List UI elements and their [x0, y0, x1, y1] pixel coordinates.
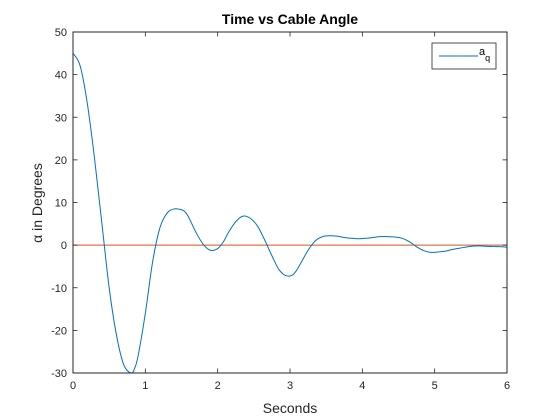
y-tick-label: 20 — [55, 155, 67, 167]
x-tick-label: 0 — [70, 380, 76, 392]
x-tick-label: 6 — [504, 380, 510, 392]
y-axis-label-text: in Degrees — [29, 163, 45, 235]
x-tick-label: 2 — [215, 380, 221, 392]
plot-area: 0 1 2 3 4 5 6 -30 -20 -10 0 10 20 30 40 50 — [51, 27, 510, 392]
x-tick-label: 4 — [359, 380, 365, 392]
legend-label-subscript: q — [485, 53, 490, 63]
x-tick-label: 1 — [142, 380, 148, 392]
y-tick-label: 50 — [55, 27, 67, 39]
y-axis-label-symbol: α — [29, 235, 45, 243]
y-tick-label: -10 — [51, 283, 67, 295]
chart-title: Time vs Cable Angle — [222, 11, 358, 27]
y-tick-label: -30 — [51, 368, 67, 380]
x-tick-label: 5 — [432, 380, 438, 392]
x-tick-label: 3 — [287, 380, 293, 392]
legend-label: aq — [479, 46, 490, 63]
series-layer — [72, 53, 508, 374]
legend[interactable]: aq — [431, 42, 497, 70]
legend-label-main: a — [479, 46, 486, 58]
y-tick-label: 30 — [55, 112, 67, 124]
x-axis-label: Seconds — [263, 400, 317, 416]
y-tick-label: -20 — [51, 325, 67, 337]
y-axis-label: α in Degrees — [29, 163, 45, 243]
y-tick-label: 0 — [61, 240, 67, 252]
y-tick-label: 40 — [55, 70, 67, 82]
y-tick-label: 10 — [55, 198, 67, 210]
axes-background — [73, 32, 507, 373]
tick-layer: 0 1 2 3 4 5 6 -30 -20 -10 0 10 20 30 40 50 — [51, 27, 510, 392]
series-line-a-q — [72, 53, 508, 374]
